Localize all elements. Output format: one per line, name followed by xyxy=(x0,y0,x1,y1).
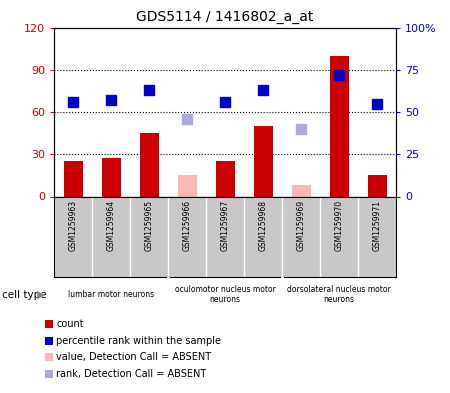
Bar xyxy=(140,133,158,196)
Text: GSM1259971: GSM1259971 xyxy=(373,200,382,251)
Bar xyxy=(292,185,310,196)
Text: cell type: cell type xyxy=(2,290,47,300)
Text: rank, Detection Call = ABSENT: rank, Detection Call = ABSENT xyxy=(56,369,207,379)
Text: GSM1259967: GSM1259967 xyxy=(220,200,230,251)
Text: count: count xyxy=(56,319,84,329)
Bar xyxy=(177,175,197,196)
Text: GSM1259965: GSM1259965 xyxy=(144,200,153,251)
Text: lumbar motor neurons: lumbar motor neurons xyxy=(68,290,154,299)
Bar xyxy=(368,175,387,196)
Text: oculomotor nucleus motor
neurons: oculomotor nucleus motor neurons xyxy=(175,285,275,305)
Bar xyxy=(329,56,348,196)
Text: GSM1259969: GSM1259969 xyxy=(297,200,306,251)
Text: GSM1259964: GSM1259964 xyxy=(107,200,116,251)
Text: GSM1259966: GSM1259966 xyxy=(183,200,192,251)
Text: GSM1259963: GSM1259963 xyxy=(68,200,77,251)
Text: GSM1259970: GSM1259970 xyxy=(334,200,343,251)
Bar xyxy=(63,161,82,196)
Text: percentile rank within the sample: percentile rank within the sample xyxy=(56,336,221,346)
Text: dorsolateral nucleus motor
neurons: dorsolateral nucleus motor neurons xyxy=(287,285,391,305)
Text: ▶: ▶ xyxy=(37,290,45,300)
Text: GDS5114 / 1416802_a_at: GDS5114 / 1416802_a_at xyxy=(136,10,314,24)
Bar xyxy=(102,158,121,196)
Bar xyxy=(253,126,273,196)
Text: value, Detection Call = ABSENT: value, Detection Call = ABSENT xyxy=(56,352,212,362)
Bar xyxy=(216,161,234,196)
Text: GSM1259968: GSM1259968 xyxy=(258,200,267,251)
